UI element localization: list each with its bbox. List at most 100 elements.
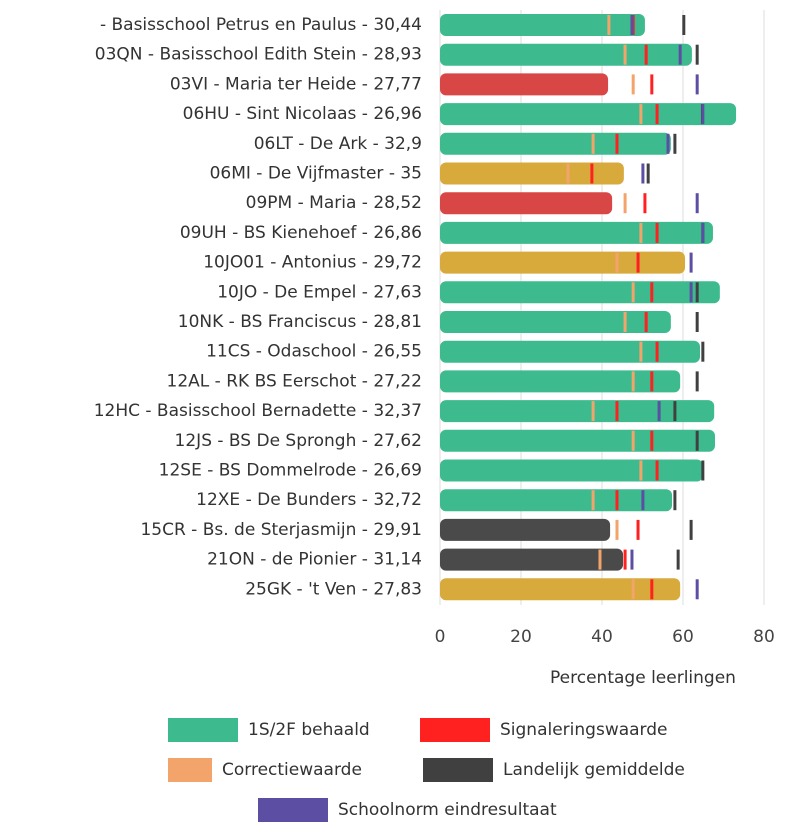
marker [695, 193, 699, 214]
marker [678, 44, 682, 65]
marker [655, 104, 659, 125]
marker [623, 312, 627, 332]
marker [701, 460, 705, 481]
y-tick-label: 09UH - BS Kienehoef - 26,86 [180, 223, 422, 243]
y-tick-label: 10JO01 - Antonius - 29,72 [203, 253, 422, 273]
legend-swatch [423, 758, 493, 782]
y-tick-label: 12HC - Basisschool Bernadette - 32,37 [94, 401, 422, 421]
x-tick-label: 60 [672, 627, 694, 647]
marker [623, 44, 627, 65]
marker [636, 519, 640, 540]
x-tick-label: 0 [435, 627, 446, 647]
y-tick-label: 03VI - Maria ter Heide - 27,77 [170, 74, 422, 94]
marker [615, 252, 619, 273]
marker [615, 401, 619, 422]
bar [440, 489, 673, 512]
bar [440, 14, 645, 36]
marker [641, 490, 645, 511]
marker [643, 193, 647, 214]
marker [695, 44, 699, 65]
marker [689, 252, 693, 273]
y-tick-label: 10JO - De Empel - 27,63 [217, 282, 422, 302]
bar [440, 429, 715, 452]
y-tick-label: 09PM - Maria - 28,52 [246, 193, 422, 213]
marker [591, 133, 595, 154]
y-tick-label: 12SE - BS Dommelrode - 26,69 [159, 461, 422, 481]
marker [695, 371, 699, 392]
marker [598, 549, 602, 570]
x-axis-label: Percentage leerlingen [550, 668, 736, 688]
legend-label: Landelijk gemiddelde [503, 760, 685, 780]
y-tick-label: 11CS - Odaschool - 26,55 [206, 342, 422, 362]
marker [701, 341, 705, 362]
marker [673, 401, 677, 422]
y-tick-label: 25GK - 't Ven - 27,83 [245, 579, 422, 599]
marker [631, 74, 635, 95]
marker [701, 104, 705, 125]
y-tick-label: 12XE - De Bunders - 32,72 [196, 490, 422, 510]
marker [695, 74, 699, 95]
x-tick-label: 20 [510, 627, 532, 647]
marker [695, 312, 699, 332]
bar [440, 251, 686, 274]
legend-label: Signaleringswaarde [500, 720, 668, 740]
marker [630, 15, 634, 35]
marker [639, 222, 643, 243]
y-tick-label: 06HU - Sint Nicolaas - 26,96 [183, 104, 422, 124]
marker [689, 282, 693, 303]
marker [650, 430, 654, 451]
y-tick-label: 10NK - BS Franciscus - 28,81 [178, 312, 422, 332]
legend-label: Correctiewaarde [222, 760, 362, 780]
bar [440, 281, 720, 304]
marker [631, 282, 635, 303]
bar [440, 192, 613, 215]
marker [644, 44, 648, 65]
marker [646, 163, 650, 184]
marker [615, 490, 619, 511]
bar [440, 548, 624, 571]
marker [701, 222, 705, 243]
bar [440, 73, 609, 96]
marker [695, 430, 699, 451]
y-tick-label: 06MI - De Vijfmaster - 35 [210, 164, 422, 184]
bar [440, 43, 692, 66]
marker [650, 74, 654, 95]
marker [631, 579, 635, 600]
bar [440, 400, 715, 423]
x-tick-label: 80 [753, 627, 775, 647]
y-tick-label: - Basisschool Petrus en Paulus - 30,44 [100, 15, 422, 35]
marker [591, 490, 595, 511]
bar [440, 370, 681, 393]
marker [607, 15, 611, 35]
bar [440, 578, 681, 601]
marker [695, 282, 699, 303]
legend-swatch [168, 718, 238, 742]
bar [440, 340, 701, 363]
marker [623, 193, 627, 214]
bar [440, 132, 671, 155]
marker [639, 460, 643, 481]
marker [650, 282, 654, 303]
marker [615, 519, 619, 540]
marker [689, 519, 693, 540]
marker [657, 401, 661, 422]
marker [644, 312, 648, 332]
marker [615, 133, 619, 154]
marker [650, 371, 654, 392]
y-tick-label: 12AL - RK BS Eerschot - 27,22 [167, 371, 422, 391]
y-tick-label: 06LT - De Ark - 32,9 [254, 134, 422, 154]
marker [655, 460, 659, 481]
marker [591, 401, 595, 422]
bar [440, 518, 611, 541]
legend-swatch [168, 758, 212, 782]
bar [440, 459, 703, 482]
marker [676, 549, 680, 570]
marker [695, 579, 699, 600]
marker [566, 163, 570, 184]
legend-label: 1S/2F behaald [248, 720, 370, 740]
y-tick-label: 12JS - BS De Sprongh - 27,62 [175, 431, 422, 451]
y-tick-label: 03QN - Basisschool Edith Stein - 28,93 [95, 45, 422, 65]
marker [655, 222, 659, 243]
bar [440, 221, 713, 244]
